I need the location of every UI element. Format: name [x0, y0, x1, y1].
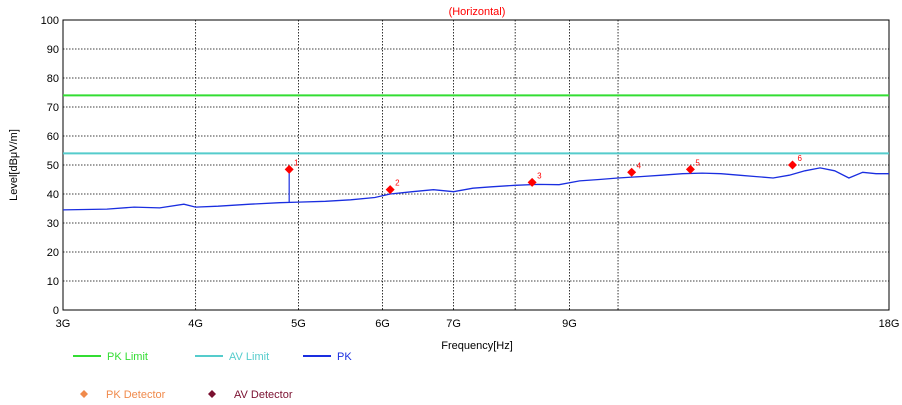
- detector-marker: [787, 160, 797, 170]
- y-tick-label: 90: [47, 44, 59, 56]
- limit-lines: [63, 94, 889, 155]
- chart-title: (Horizontal): [449, 6, 506, 18]
- detector-marker: [627, 167, 637, 177]
- x-tick-label: 4G: [188, 318, 203, 330]
- legend-swatch-pk-detector: [80, 390, 88, 398]
- detector-marker: [527, 177, 537, 187]
- y-tick-label: 30: [47, 218, 59, 230]
- detector-marker: [385, 185, 395, 195]
- marker-label: 2: [395, 179, 400, 188]
- marker-label: 5: [695, 158, 700, 167]
- legend-label-pk-limit: PK Limit: [107, 351, 148, 363]
- legend-swatch-av-detector: [208, 390, 216, 398]
- y-tick-label: 100: [41, 15, 59, 27]
- x-tick-label: 6G: [375, 318, 390, 330]
- y-tick-label: 40: [47, 189, 59, 201]
- legend-label-av-limit: AV Limit: [229, 351, 269, 363]
- x-tick-label: 3G: [56, 318, 71, 330]
- marker-label: 6: [797, 154, 802, 163]
- x-tick-label: 5G: [291, 318, 306, 330]
- x-tick-labels: 3G 4G 5G 6G 7G 9G 18G: [56, 318, 900, 330]
- marker-label: 4: [637, 161, 642, 170]
- x-tick-label: 9G: [562, 318, 577, 330]
- marker-label: 1: [294, 158, 299, 167]
- y-tick-label: 80: [47, 73, 59, 85]
- grid: [63, 20, 889, 310]
- x-axis-label: Frequency[Hz]: [441, 340, 513, 352]
- y-tick-label: 60: [47, 131, 59, 143]
- legend-label-av-detector: AV Detector: [234, 389, 293, 401]
- legend-label-pk-detector: PK Detector: [106, 389, 166, 401]
- legend: PK Limit AV Limit PK PK Detector AV Detector: [73, 351, 352, 401]
- marker-label: 3: [537, 171, 542, 180]
- detector-marker: [284, 164, 294, 174]
- legend-label-pk: PK: [337, 351, 352, 363]
- x-tick-label: 18G: [879, 318, 900, 330]
- y-tick-label: 0: [53, 305, 59, 317]
- series-pk: [62, 167, 889, 211]
- x-tick-label: 7G: [446, 318, 461, 330]
- detector-markers: 1 2 3 4 5 6: [284, 154, 802, 195]
- y-tick-labels: 0 10 20 30 40 50 60 70 80 90 100: [41, 15, 59, 317]
- plot-frame: [62, 19, 890, 311]
- detector-marker: [685, 164, 695, 174]
- series: [62, 167, 889, 211]
- y-tick-label: 10: [47, 276, 59, 288]
- y-tick-label: 50: [47, 160, 59, 172]
- y-tick-label: 70: [47, 102, 59, 114]
- y-axis-label: Level[dBμV/m]: [8, 129, 20, 201]
- y-tick-label: 20: [47, 247, 59, 259]
